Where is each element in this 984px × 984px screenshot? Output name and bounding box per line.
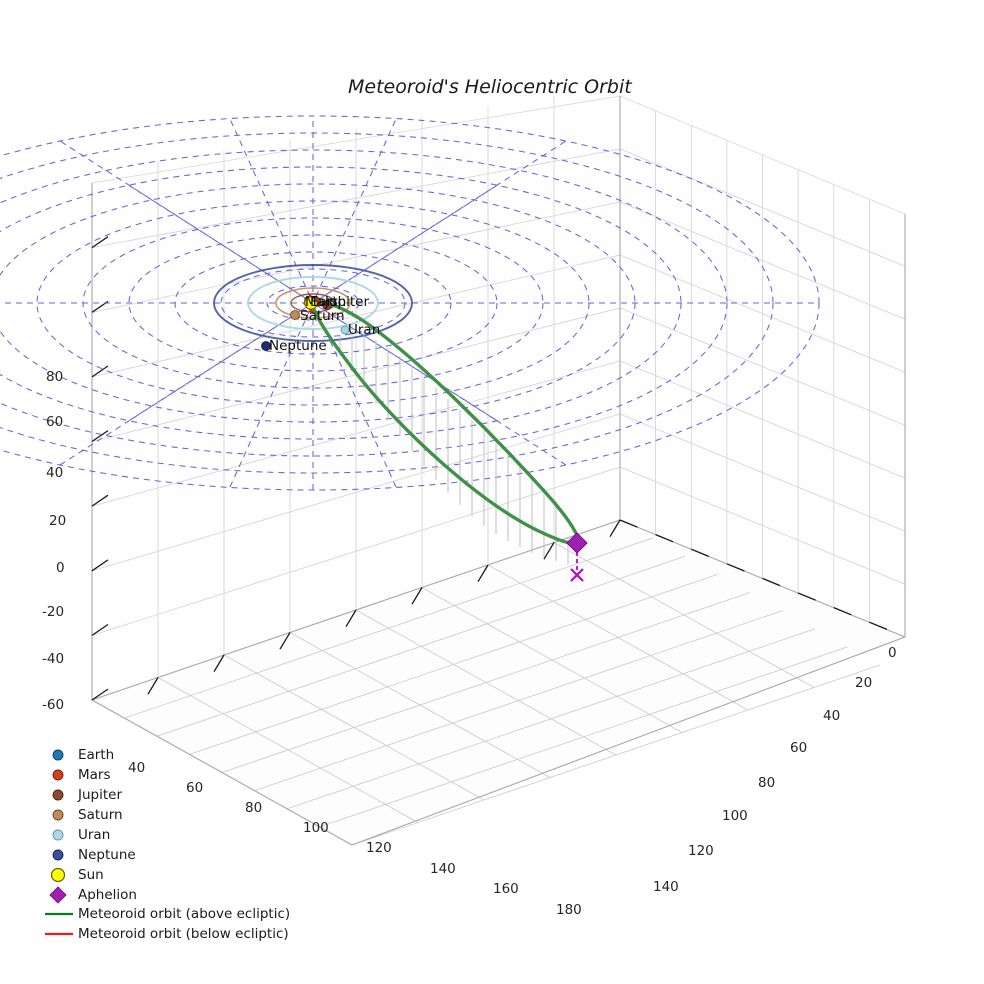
z-tick-label-60: 60 [46, 414, 64, 430]
legend-marker-jupiter [52, 789, 64, 801]
axes-panes [91, 95, 907, 846]
y-tick-label-120: 120 [688, 843, 714, 859]
orbit-jupiter [290, 293, 336, 313]
legend-item-orbit-below-ecliptic[interactable]: Meteoroid orbit (below ecliptic) [78, 926, 289, 942]
marker-jupiter [322, 300, 332, 310]
legend-item-neptune[interactable]: Neptune [78, 847, 136, 863]
y-tick-label-60: 60 [790, 740, 808, 756]
y-axis-ticks [619, 519, 888, 631]
body-label-earth: Earth [310, 294, 347, 310]
legend-marker-neptune [52, 849, 64, 861]
z-tick-label-0: 0 [56, 560, 65, 576]
z-tick-label-minus20: -20 [42, 604, 65, 620]
legend-item-earth[interactable]: Earth [78, 747, 115, 763]
aphelion-group [566, 532, 588, 582]
right-wall-grid [619, 110, 906, 624]
marker-saturn [290, 310, 300, 320]
orbit-uran [247, 276, 379, 330]
meteoroid-orbit-above-ecliptic [311, 305, 580, 546]
marker-uran [340, 325, 350, 335]
y-tick-label-0: 0 [888, 645, 897, 661]
legend-marker-sun [50, 867, 66, 883]
body-label-jupiter: Jupiter [325, 294, 370, 310]
legend-marker-mars [52, 769, 64, 781]
body-label-saturn: Saturn [300, 308, 345, 324]
y-tick-label-100: 100 [722, 808, 748, 824]
legend-marker-earth [52, 749, 64, 761]
legend-item-jupiter[interactable]: Jupiter [78, 787, 123, 803]
page-title: Meteoroid's Heliocentric Orbit [348, 76, 632, 98]
y-tick-label-140: 140 [653, 879, 679, 895]
z-tick-label-minus60: -60 [42, 697, 65, 713]
x-tick-label-180: 180 [556, 902, 582, 918]
x-tick-label-40: 40 [128, 760, 146, 776]
body-label-mars: Mars [305, 294, 338, 310]
legend-marker-saturn [52, 809, 64, 821]
legend-item-mars[interactable]: Mars [78, 767, 111, 783]
legend-marker-uran [52, 829, 64, 841]
legend-item-aphelion[interactable]: Aphelion [78, 887, 137, 903]
x-tick-label-160: 160 [493, 881, 519, 897]
legend-markers [45, 749, 73, 936]
marker-sun [304, 296, 318, 310]
planet-orbits [213, 264, 413, 342]
z-tick-label-minus40: -40 [42, 651, 65, 667]
y-tick-label-80: 80 [758, 775, 776, 791]
orbit-saturn [275, 287, 351, 319]
x-tick-label-80: 80 [245, 800, 263, 816]
y-tick-label-40: 40 [823, 708, 841, 724]
legend-item-uran[interactable]: Uran [78, 827, 111, 843]
aphelion-diamond-marker [566, 532, 588, 554]
legend-marker-aphelion [49, 886, 67, 904]
x-tick-label-60: 60 [186, 780, 204, 796]
aphelion-projection-x-marker [570, 568, 584, 582]
legend-item-orbit-above-ecliptic[interactable]: Meteoroid orbit (above ecliptic) [78, 906, 291, 922]
x-tick-label-100: 100 [303, 820, 329, 836]
legend-item-saturn[interactable]: Saturn [78, 807, 123, 823]
x-axis-ticks [147, 519, 621, 695]
body-label-uran: Uran [348, 322, 381, 338]
meteoroid-orbit-above-ecliptic-2 [311, 300, 580, 545]
z-tick-label-40: 40 [46, 465, 64, 481]
legend-item-sun[interactable]: Sun [78, 867, 104, 883]
orbit-neptune [213, 264, 413, 342]
y-tick-label-20: 20 [855, 675, 873, 691]
x-tick-label-120: 120 [366, 840, 392, 856]
z-tick-label-80: 80 [46, 369, 64, 385]
x-tick-label-140: 140 [430, 861, 456, 877]
marker-neptune [261, 341, 271, 351]
z-tick-label-20: 20 [49, 513, 67, 529]
floor-grid [124, 537, 881, 846]
body-label-neptune: Neptune [269, 338, 327, 354]
body-markers [261, 296, 350, 351]
